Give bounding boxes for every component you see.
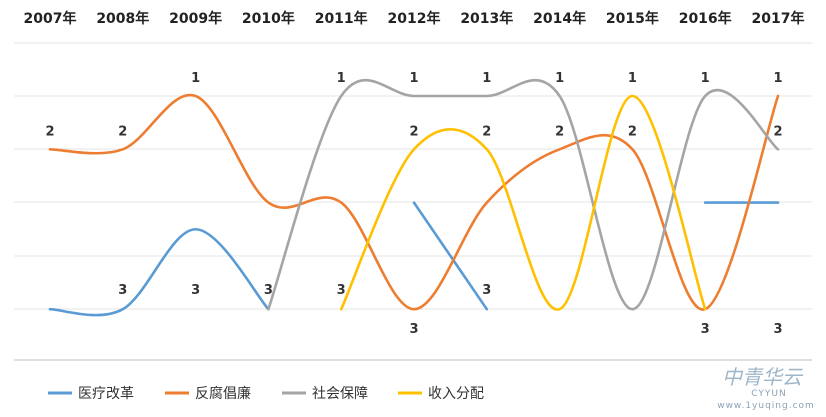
series-line-1 (412, 201, 489, 311)
legend-label: 反腐倡廉 (195, 385, 251, 402)
data-label: 1 (555, 71, 564, 86)
year-label: 2007年 (24, 10, 77, 27)
data-label: 2 (45, 124, 54, 139)
year-label: 2013年 (460, 10, 513, 27)
data-label: 3 (264, 283, 273, 298)
data-label: 2 (409, 124, 418, 139)
data-label: 1 (482, 71, 491, 86)
legend-item: 社会保障 (282, 386, 368, 402)
data-label: 2 (773, 124, 782, 139)
data-label: 3 (409, 322, 418, 337)
data-label: 3 (773, 322, 782, 337)
data-label: 1 (337, 71, 346, 86)
year-label: 2015年 (606, 10, 659, 27)
series-lines (48, 79, 780, 317)
series-line-3 (267, 79, 780, 311)
legend-item: 反腐倡廉 (165, 385, 251, 402)
legend-label: 医疗改革 (78, 386, 134, 402)
data-label: 2 (482, 124, 491, 139)
year-label: 2008年 (96, 10, 149, 27)
year-label: 2016年 (679, 10, 732, 27)
watermark-url: www.1yuqing.com (717, 401, 815, 411)
data-label: 1 (773, 71, 782, 86)
data-label: 3 (701, 322, 710, 337)
legend-label: 收入分配 (428, 386, 484, 402)
data-label: 1 (409, 71, 418, 86)
data-labels: 3 3 3 3 3 2 2 1 3 3 3 2 2 1 1 1 1 1 1 2 2 2 1 (45, 71, 782, 337)
year-label: 2017年 (752, 10, 805, 27)
data-label: 1 (701, 71, 710, 86)
year-label: 2010年 (242, 10, 295, 27)
data-label: 2 (118, 124, 127, 139)
data-label: 2 (628, 124, 637, 139)
year-label: 2009年 (169, 10, 222, 27)
data-label: 3 (482, 283, 491, 298)
legend-item: 收入分配 (398, 386, 484, 402)
data-label: 3 (118, 283, 127, 298)
year-label: 2012年 (388, 10, 441, 27)
gridlines (14, 42, 812, 361)
year-labels: 2007年 2008年 2009年 2010年 2011年 2012年 2013年 2014年… (24, 10, 805, 27)
legend-label: 社会保障 (312, 386, 368, 402)
year-label: 2014年 (533, 10, 586, 27)
legend-item: 医疗改革 (48, 386, 134, 402)
data-label: 2 (555, 124, 564, 139)
year-label: 2011年 (315, 10, 368, 27)
series-line-1 (48, 227, 270, 317)
watermark-logo: 中青华云 (722, 365, 804, 389)
data-label: 1 (191, 71, 200, 86)
series-line-4 (339, 94, 707, 311)
watermark-brand: CYYUN (751, 389, 786, 399)
data-label: 3 (337, 283, 346, 298)
data-label: 3 (191, 283, 200, 298)
legend: 医疗改革 反腐倡廉 社会保障 收入分配 (48, 385, 484, 402)
data-label: 1 (628, 71, 637, 86)
series-line-2 (48, 93, 780, 311)
